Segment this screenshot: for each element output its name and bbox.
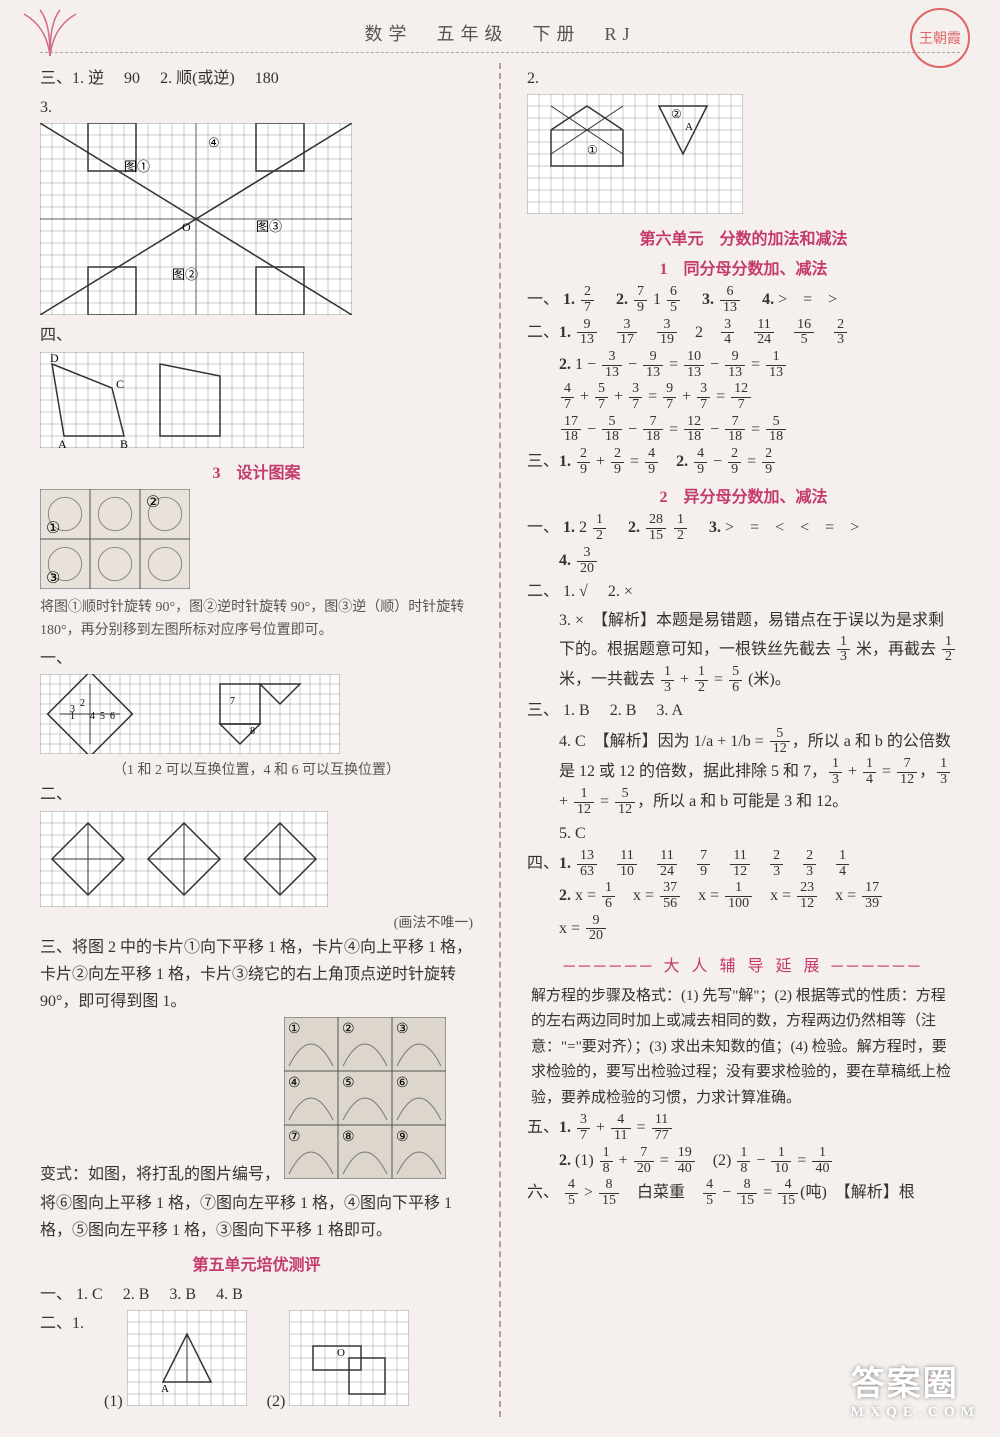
watermark: 答案圈 MXQE.COM: [851, 1356, 980, 1421]
r-san-line: 三、1. 29 + 29 = 49 2. 49 − 29 = 29: [527, 447, 960, 477]
svg-text:2: 2: [80, 698, 85, 709]
r2-yi-line: 一、 1. 2 12 2. 2815 12 3. > = < < = >: [527, 513, 960, 543]
r2-san-q5: 5. C: [527, 820, 960, 847]
san-3-label: 3.: [40, 94, 473, 121]
svg-text:③: ③: [46, 570, 60, 587]
r2-san: 三、 1. B 2. B 3. A: [527, 697, 960, 724]
svg-text:⑥: ⑥: [396, 1076, 409, 1091]
er-label: 二、: [40, 781, 473, 808]
section-3-title: 3 设计图案: [40, 459, 473, 483]
left-column: 三、1. 逆 90 2. 顺(或逆) 180 3. O 图① ④ 图③ 图② 四、 A B…: [40, 63, 473, 1417]
svg-text:①: ①: [288, 1022, 301, 1037]
mosaic-text: 将⑥图向上平移 1 格，⑦图向左平移 1 格，④图向下平移 1 格，⑤图向左平移…: [40, 1190, 473, 1244]
brand-stamp: 王朝霞: [910, 8, 970, 68]
svg-text:②: ②: [146, 494, 160, 511]
svg-text:⑦: ⑦: [288, 1130, 301, 1145]
si-label: 四、: [40, 322, 473, 349]
tutor-body: 解方程的步骤及格式：(1) 先写"解"；(2) 根据等式的性质：方程的左右两边同…: [527, 984, 960, 1112]
svg-text:③: ③: [396, 1022, 409, 1037]
tutor-heading: ────── 大 人 辅 导 延 展 ──────: [527, 952, 960, 976]
svg-text:A: A: [685, 121, 693, 133]
stamp-text: 王朝霞: [919, 28, 961, 48]
r-er-block: 二、1. 913 317 319 2 34 1124 165 23 2. 1 −…: [527, 318, 960, 446]
svg-text:6: 6: [110, 711, 115, 722]
r2-si-block: 四、1. 1363 1110 1124 79 1112 23 23 14 2. …: [527, 849, 960, 944]
page-header: 数学 五年级 下册 RJ: [40, 20, 960, 53]
svg-text:图①: 图①: [124, 159, 150, 174]
header-title: 数学 五年级 下册 RJ: [364, 24, 635, 44]
er-note: (画法不唯一): [40, 912, 473, 932]
svg-text:④: ④: [288, 1076, 301, 1091]
san-text-p1: 三、将图 2 中的卡片①向下平移 1 格，卡片④向上平移 1 格，卡片②向左平移…: [40, 934, 473, 1016]
r2-er-q3: 3. × 【解析】本题是易错题，易错点在于误以为是求剩下的。根据题意可知，一根铁…: [527, 607, 960, 695]
svg-text:5: 5: [100, 711, 105, 722]
u6-title1: 第六单元 分数的加法和减法: [527, 225, 960, 249]
svg-text:图②: 图②: [172, 267, 198, 282]
u5-er: 二、1. (1) A (2) O: [40, 1310, 473, 1415]
san-1-line: 三、1. 逆 90 2. 顺(或逆) 180: [40, 65, 473, 92]
r2-yi-4: 4. 320: [527, 546, 960, 576]
svg-text:O: O: [182, 220, 191, 234]
right-column: 2. ① ②A 第六单元 分数的加法和减法 1 同分母分数加、减法 一、 1. 2…: [527, 63, 960, 1417]
svg-text:3: 3: [70, 704, 75, 715]
dragon-text: 将图①顺时针旋转 90°，图②逆时针旋转 90°，图③逆（顺）时针旋转 180°…: [40, 596, 473, 644]
u6-title2: 1 同分母分数加、减法: [527, 255, 960, 279]
yi-label: 一、: [40, 645, 473, 672]
svg-text:①: ①: [587, 143, 598, 157]
svg-text:4: 4: [90, 711, 95, 722]
svg-text:④: ④: [208, 135, 220, 150]
svg-text:⑨: ⑨: [396, 1130, 409, 1145]
u5-yi: 一、 1. C 2. B 3. B 4. B: [40, 1281, 473, 1308]
r2-label: 2.: [527, 65, 960, 92]
svg-text:A: A: [161, 1383, 169, 1395]
svg-text:①: ①: [46, 520, 60, 537]
svg-text:O: O: [337, 1347, 345, 1359]
svg-text:A: A: [58, 437, 67, 448]
u6-title3: 2 异分母分数加、减法: [527, 483, 960, 507]
yi-note: （1 和 2 可以互换位置，4 和 6 可以互换位置）: [40, 759, 473, 779]
svg-text:B: B: [120, 437, 128, 448]
svg-text:⑧: ⑧: [342, 1130, 355, 1145]
column-divider: [499, 63, 501, 1417]
r2-liu-line: 六、 45 > 815 白菜重 45 − 815 = 415(吨) 【解析】根: [527, 1178, 960, 1208]
svg-text:C: C: [116, 377, 124, 391]
svg-text:7: 7: [230, 696, 235, 707]
svg-text:⑤: ⑤: [342, 1076, 355, 1091]
svg-text:②: ②: [671, 107, 682, 121]
san-text-p2: 变式：如图，将打乱的图片编号， ①②③④⑤⑥⑦⑧⑨: [40, 1017, 473, 1188]
svg-text:②: ②: [342, 1022, 355, 1037]
r2-er: 二、 1. √ 2. ×: [527, 578, 960, 605]
svg-text:D: D: [50, 352, 59, 365]
svg-text:图③: 图③: [256, 219, 282, 234]
section-5-title: 第五单元培优测评: [40, 1251, 473, 1275]
r-yi-line: 一、 1. 27 2. 79 1 65 3. 613 4. > = >: [527, 285, 960, 315]
svg-text:8: 8: [250, 726, 255, 737]
r2-san-q4: 4. C 【解析】因为 1/a + 1/b = 512，所以 a 和 b 的公倍…: [527, 727, 960, 818]
palm-leaf-icon: [20, 8, 80, 58]
r2-wu-block: 五、1. 37 + 411 = 11772. (1) 18 + 720 = 19…: [527, 1113, 960, 1176]
